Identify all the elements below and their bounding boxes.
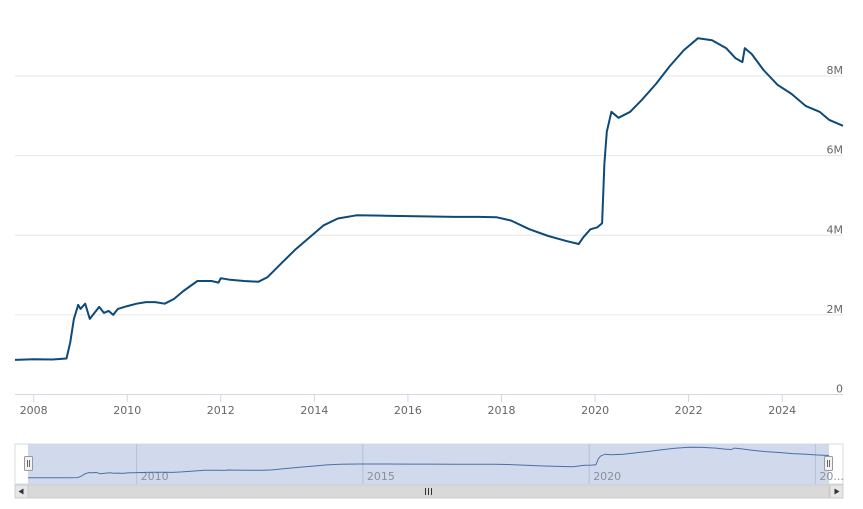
navigator-series-line — [28, 446, 830, 479]
navigator-handle-left[interactable] — [24, 456, 33, 471]
navigator-label: 2010 — [141, 470, 169, 483]
x-axis-ticks: 2008 2010 2012 2014 2016 2018 2020 2022 2024 — [20, 394, 796, 417]
x-tick-label: 2010 — [113, 404, 141, 417]
y-tick-label: 2M — [827, 303, 844, 316]
navigator-label: 2015 — [367, 470, 395, 483]
y-tick-label: 4M — [827, 223, 844, 236]
grip-handle-right-icon[interactable] — [824, 456, 833, 471]
x-tick-label: 2018 — [488, 404, 516, 417]
y-tick-label: 6M — [827, 144, 844, 157]
y-axis-ticks: 0 2M 4M 6M 8M — [827, 64, 844, 396]
navigator-label: 20... — [819, 470, 844, 483]
scrollbar[interactable] — [14, 484, 844, 499]
navigator-handle-right[interactable] — [824, 456, 833, 471]
y-tick-label: 8M — [827, 64, 844, 77]
x-tick-label: 2016 — [394, 404, 422, 417]
arrow-left-icon[interactable] — [18, 488, 24, 495]
series-line[interactable] — [14, 37, 844, 361]
navigator-labels: 2010 2015 2020 20... — [141, 470, 844, 483]
scrollbar-right-button[interactable] — [829, 484, 844, 499]
scrollbar-left-button[interactable] — [14, 484, 29, 499]
x-tick-label: 2022 — [675, 404, 703, 417]
y-tick-label: 0 — [836, 383, 843, 396]
navigator[interactable]: 2010 2015 2020 20... — [14, 443, 844, 485]
x-tick-label: 2008 — [20, 404, 48, 417]
grip-handle-left-icon[interactable] — [24, 456, 33, 471]
navigator-series — [28, 446, 830, 479]
x-tick-label: 2014 — [300, 404, 328, 417]
x-tick-label: 2012 — [207, 404, 235, 417]
series-layer — [14, 37, 844, 361]
x-tick-label: 2020 — [581, 404, 609, 417]
grip-lines-icon[interactable] — [425, 488, 432, 495]
arrow-right-icon[interactable] — [834, 488, 840, 495]
gridlines — [15, 75, 843, 316]
navigator-label: 2020 — [593, 470, 621, 483]
x-tick-label: 2024 — [768, 404, 796, 417]
